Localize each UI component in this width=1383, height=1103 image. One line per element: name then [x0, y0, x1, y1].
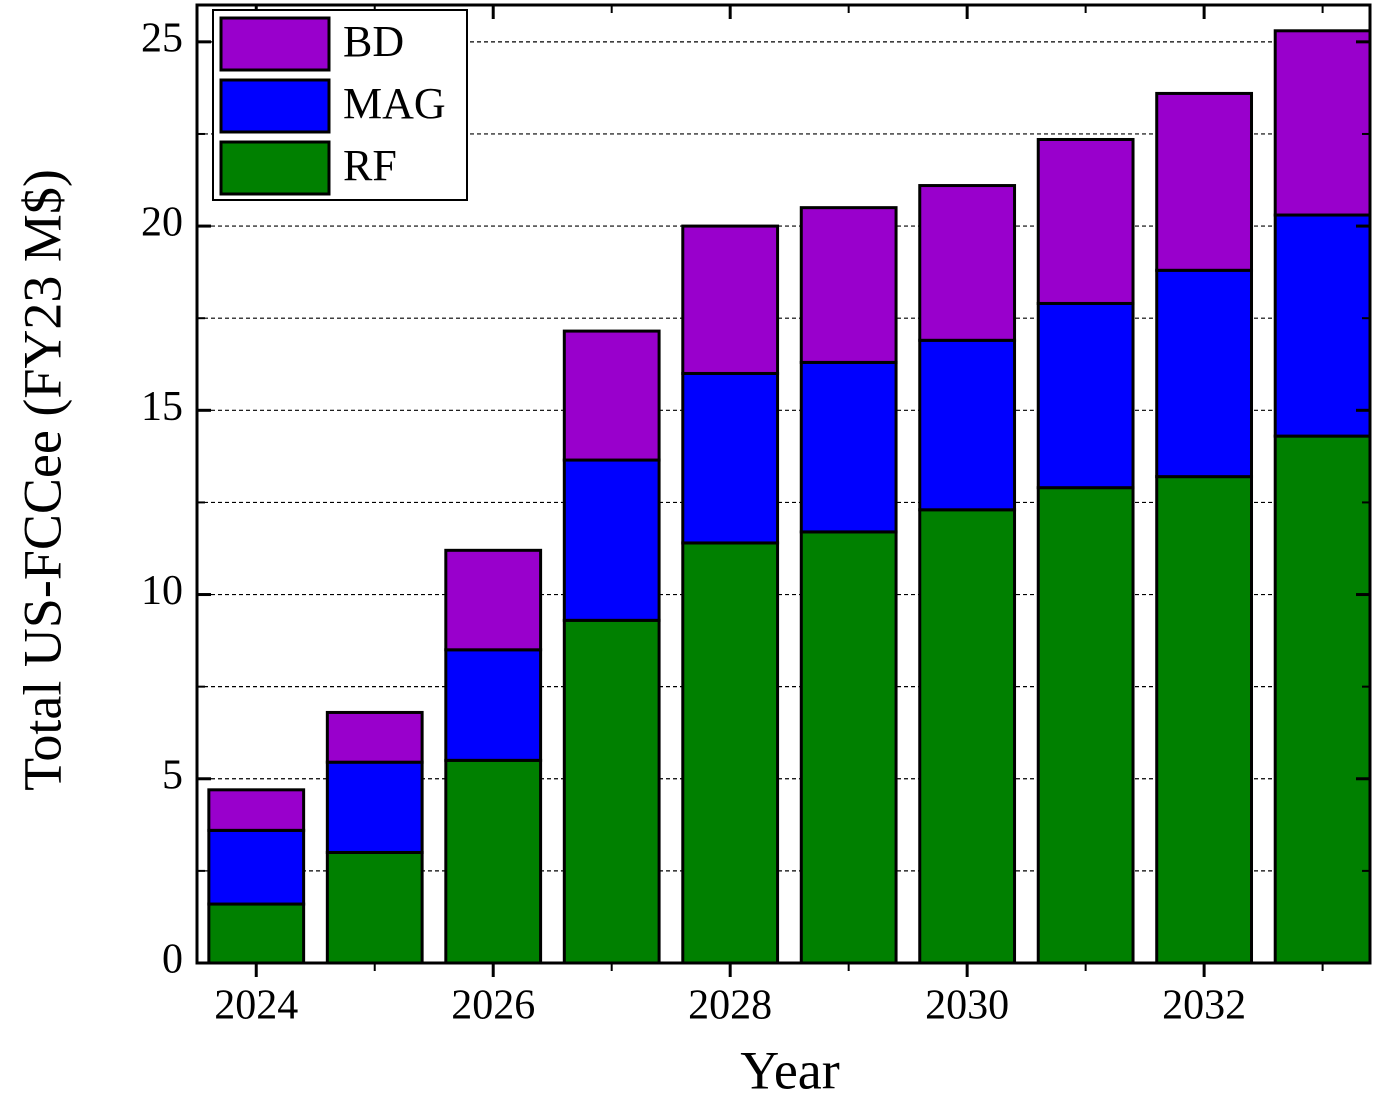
bar-segment [562, 329, 661, 462]
bar-segment [918, 184, 1017, 342]
bar-segment [444, 758, 543, 965]
bar-segment [799, 530, 898, 965]
y-tick-label: 5 [162, 752, 183, 798]
bar-segment [681, 371, 780, 545]
bar-segment [444, 648, 543, 762]
plot-frame [195, 3, 1372, 965]
bar-segment [1273, 213, 1372, 438]
bar-segment [562, 458, 661, 622]
legend-label: RF [343, 141, 397, 190]
bar-segment [444, 548, 543, 652]
y-tick-label: 0 [162, 937, 183, 983]
legend-swatch [219, 78, 331, 134]
bar-segment [1155, 91, 1254, 272]
bar-segment [207, 788, 306, 832]
x-tick-label: 2030 [925, 983, 1009, 1029]
bar-segment [918, 338, 1017, 512]
y-tick-label: 20 [141, 200, 183, 246]
bar-segment [799, 360, 898, 534]
y-axis-title: Total US-FCCee (FY23 M$) [12, 169, 72, 791]
y-tick-label: 15 [141, 384, 183, 430]
bar-segment [207, 902, 306, 965]
x-axis-title: Year [740, 1040, 840, 1100]
legend-swatch [219, 16, 331, 72]
bar-segment [1036, 301, 1135, 490]
x-tick-label: 2024 [214, 983, 298, 1029]
bar-segment [207, 828, 306, 906]
bar-segment [562, 618, 661, 965]
bar-segment [799, 206, 898, 364]
bar-segment [1273, 29, 1372, 217]
x-tick-label: 2032 [1162, 983, 1246, 1029]
y-tick-label: 25 [141, 15, 183, 61]
bar-segment [325, 710, 424, 764]
legend-label: BD [343, 17, 404, 66]
bar-segment [325, 850, 424, 965]
legend-label: MAG [343, 79, 446, 128]
bar-segment [1036, 486, 1135, 965]
bar-segment [918, 508, 1017, 965]
bar-segment [1273, 434, 1372, 965]
bar-segment [1155, 475, 1254, 965]
bar-segment [681, 541, 780, 965]
x-tick-label: 2026 [451, 983, 535, 1029]
bar-segment [1036, 137, 1135, 305]
y-tick-label: 10 [141, 568, 183, 614]
x-tick-label: 2028 [688, 983, 772, 1029]
bar-segment [1155, 268, 1254, 479]
bar-segment [681, 224, 780, 375]
bar-segment [325, 760, 424, 854]
legend-swatch [219, 140, 331, 196]
